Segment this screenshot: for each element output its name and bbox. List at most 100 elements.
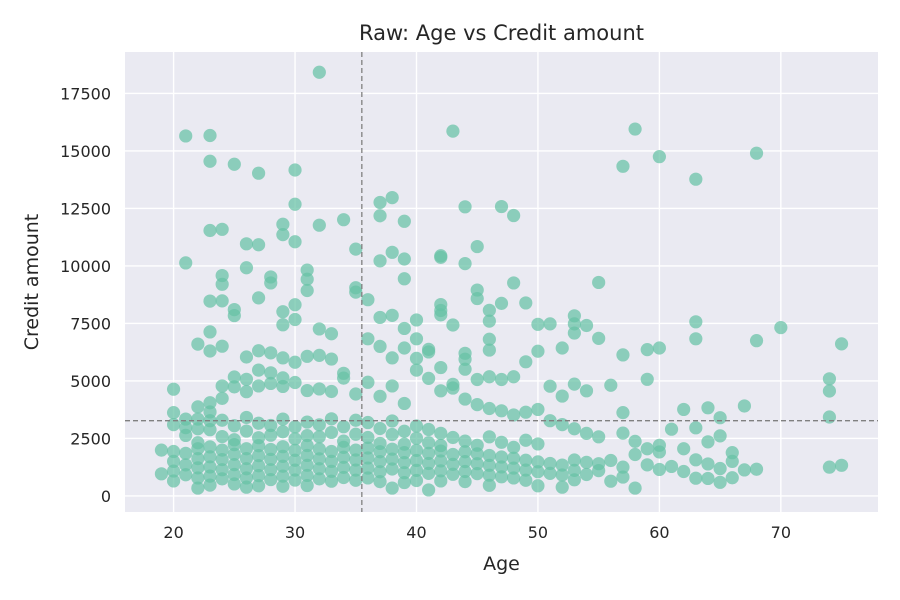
data-point (531, 317, 545, 331)
y-tick-label: 0 (101, 487, 111, 506)
data-point (337, 371, 351, 385)
data-point (482, 332, 496, 346)
data-point (361, 451, 375, 465)
data-point (507, 276, 521, 290)
data-point (446, 318, 460, 332)
data-point (215, 277, 229, 291)
data-point (616, 470, 630, 484)
data-point (251, 166, 266, 180)
data-point (494, 404, 509, 418)
data-point (312, 442, 326, 456)
data-point (203, 450, 217, 464)
data-point (701, 435, 715, 449)
data-point (822, 410, 837, 424)
data-point (385, 452, 399, 466)
data-point (251, 291, 266, 305)
data-point (567, 422, 581, 436)
data-point (251, 416, 266, 430)
data-point (312, 462, 326, 476)
data-point (567, 317, 581, 331)
data-point (434, 250, 448, 264)
data-point (227, 447, 241, 461)
data-point (409, 463, 424, 477)
data-point (179, 446, 193, 460)
data-point (482, 458, 496, 472)
data-point (567, 453, 581, 467)
data-point (555, 389, 569, 403)
data-point (166, 454, 181, 468)
data-point (251, 238, 266, 252)
data-point (349, 463, 363, 477)
data-point (166, 444, 181, 459)
data-point (434, 464, 448, 478)
data-point (458, 257, 472, 271)
data-point (191, 452, 205, 466)
data-point (446, 381, 460, 395)
data-point (288, 473, 302, 487)
data-point (239, 462, 254, 476)
data-point (555, 458, 569, 472)
data-point (337, 213, 351, 227)
data-point (579, 467, 594, 482)
data-point (409, 419, 424, 433)
data-point (227, 370, 241, 384)
data-point (434, 474, 448, 488)
data-point (324, 474, 339, 488)
data-point (239, 452, 254, 466)
reference-lines (125, 52, 878, 512)
data-point (300, 478, 314, 493)
x-axis-label: Age (483, 553, 520, 575)
data-point (373, 310, 387, 325)
data-point (701, 471, 715, 486)
data-point (458, 392, 472, 406)
data-point (507, 408, 521, 422)
data-point (397, 396, 411, 411)
data-point (276, 412, 290, 426)
data-point (264, 472, 278, 487)
data-point (312, 218, 326, 232)
x-tick-label: 70 (771, 523, 791, 542)
data-point (312, 382, 326, 396)
data-point (264, 418, 278, 433)
data-point (616, 406, 630, 420)
data-point (434, 426, 448, 440)
data-point (300, 429, 314, 443)
y-tick-label: 2500 (70, 429, 111, 448)
data-point (458, 445, 472, 459)
data-point (422, 436, 436, 450)
data-point (349, 473, 363, 487)
data-point (385, 308, 399, 322)
y-tick-label: 12500 (60, 199, 111, 218)
data-point (434, 308, 448, 322)
data-point (482, 401, 496, 416)
data-point (713, 475, 727, 489)
data-point (191, 442, 205, 456)
data-point (822, 460, 837, 474)
data-point (191, 481, 205, 495)
y-tick-labels: 0 2500 5000 7500 10000 12500 15000 17500 (60, 84, 111, 506)
data-point (239, 350, 254, 364)
data-point (749, 146, 764, 160)
data-point (312, 472, 326, 486)
data-point (337, 450, 351, 464)
data-point (239, 442, 254, 456)
x-tick-label: 20 (163, 523, 183, 542)
data-point (191, 422, 205, 436)
data-point (628, 122, 642, 136)
y-tick-label: 5000 (70, 372, 111, 391)
data-point (409, 443, 424, 457)
data-point (300, 263, 314, 277)
data-point (349, 285, 363, 299)
data-point (434, 444, 448, 458)
data-point (337, 440, 351, 454)
data-point (337, 470, 351, 485)
data-point (349, 427, 363, 441)
data-point (312, 452, 326, 466)
data-point (689, 332, 703, 346)
data-point (543, 379, 557, 393)
data-point (470, 397, 484, 412)
data-point (494, 450, 509, 464)
data-point (567, 326, 581, 340)
data-point (324, 412, 339, 426)
data-point (264, 376, 278, 391)
